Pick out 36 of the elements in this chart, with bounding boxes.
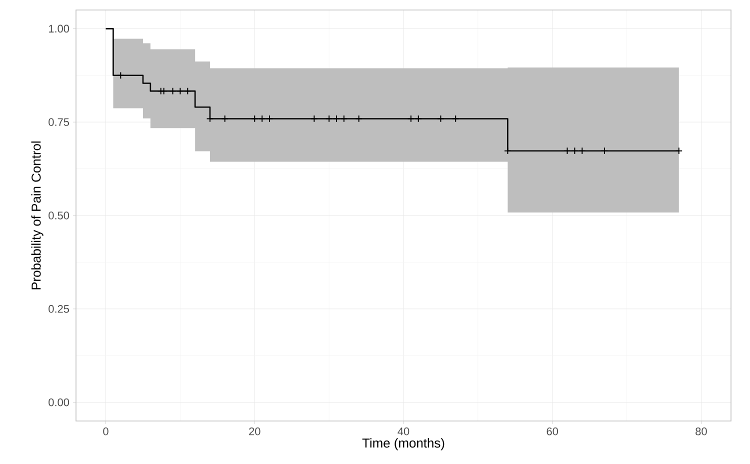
x-tick-label: 80	[696, 428, 707, 436]
point	[170, 88, 176, 94]
x-tick-label: 20	[249, 428, 260, 436]
point	[160, 88, 168, 94]
y-tick-label: 0.50	[48, 212, 70, 220]
point	[564, 148, 570, 154]
y-tick-label: 0.75	[48, 118, 70, 126]
x-tick-label: 40	[398, 428, 410, 436]
point	[222, 116, 228, 122]
point	[408, 116, 414, 122]
x-tick-label: 60	[546, 428, 558, 436]
point	[452, 116, 459, 122]
point	[333, 116, 340, 122]
point	[504, 148, 511, 154]
point	[676, 148, 682, 154]
point	[356, 116, 362, 122]
point	[601, 148, 608, 154]
y-axis-title: Probability of Pain Control	[31, 142, 44, 290]
x-tick-label: 0	[103, 428, 108, 436]
point	[340, 116, 348, 122]
point	[184, 88, 191, 94]
y-tick-label: 0.25	[48, 305, 70, 313]
y-tick-label: 0.00	[48, 398, 70, 406]
point	[326, 116, 332, 122]
point	[310, 116, 318, 122]
point	[438, 116, 444, 122]
point	[572, 148, 578, 154]
point	[117, 72, 124, 79]
point	[266, 116, 273, 122]
point	[578, 148, 586, 154]
point	[258, 116, 266, 122]
point	[251, 116, 258, 122]
point	[177, 88, 184, 94]
y-tick-label: 1.00	[48, 24, 70, 33]
x-axis-title: Time (months)	[362, 438, 444, 450]
point	[415, 116, 422, 122]
